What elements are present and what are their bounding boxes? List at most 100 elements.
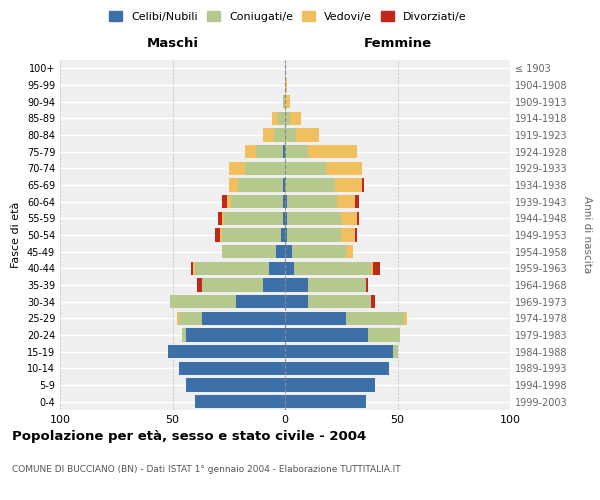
Bar [287, 228, 341, 241]
Bar [222, 195, 227, 208]
Bar [285, 128, 296, 141]
Bar [285, 212, 287, 225]
Bar [283, 212, 285, 225]
Bar [393, 345, 398, 358]
Bar [220, 228, 222, 241]
Bar [283, 178, 285, 192]
Bar [308, 278, 366, 291]
Bar [285, 378, 375, 392]
Bar [285, 362, 389, 375]
Bar [229, 162, 245, 175]
Bar [227, 195, 231, 208]
Bar [229, 178, 238, 192]
Y-axis label: Anni di nascita: Anni di nascita [581, 196, 592, 274]
Bar [285, 295, 308, 308]
Bar [341, 228, 355, 241]
Bar [337, 195, 355, 208]
Bar [285, 195, 287, 208]
Bar [371, 295, 375, 308]
Bar [218, 212, 222, 225]
Bar [170, 295, 235, 308]
Bar [283, 145, 285, 158]
Text: Maschi: Maschi [146, 37, 199, 50]
Bar [283, 195, 285, 208]
Bar [186, 328, 285, 342]
Bar [285, 178, 335, 192]
Bar [308, 295, 371, 308]
Bar [285, 78, 287, 92]
Bar [373, 262, 380, 275]
Bar [285, 328, 368, 342]
Bar [197, 278, 202, 291]
Bar [186, 378, 285, 392]
Bar [222, 245, 276, 258]
Bar [177, 312, 179, 325]
Bar [346, 312, 404, 325]
Bar [285, 278, 308, 291]
Bar [168, 345, 285, 358]
Bar [285, 345, 393, 358]
Bar [271, 112, 278, 125]
Bar [355, 228, 357, 241]
Bar [274, 128, 285, 141]
Y-axis label: Fasce di età: Fasce di età [11, 202, 21, 268]
Bar [263, 278, 285, 291]
Bar [287, 195, 337, 208]
Bar [361, 178, 364, 192]
Text: COMUNE DI BUCCIANO (BN) - Dati ISTAT 1° gennaio 2004 - Elaborazione TUTTITALIA.I: COMUNE DI BUCCIANO (BN) - Dati ISTAT 1° … [12, 465, 401, 474]
Bar [179, 362, 285, 375]
Bar [202, 312, 285, 325]
Bar [245, 145, 256, 158]
Bar [193, 262, 195, 275]
Bar [256, 145, 283, 158]
Text: Femmine: Femmine [364, 37, 431, 50]
Bar [224, 212, 283, 225]
Bar [195, 395, 285, 408]
Text: Popolazione per età, sesso e stato civile - 2004: Popolazione per età, sesso e stato civil… [12, 430, 366, 443]
Bar [341, 212, 357, 225]
Bar [238, 178, 283, 192]
Bar [357, 212, 359, 225]
Bar [355, 195, 359, 208]
Bar [290, 112, 301, 125]
Bar [371, 262, 373, 275]
Legend: Celibi/Nubili, Coniugati/e, Vedovi/e, Divorziati/e: Celibi/Nubili, Coniugati/e, Vedovi/e, Di… [106, 8, 470, 25]
Bar [222, 212, 224, 225]
Bar [276, 245, 285, 258]
Bar [245, 162, 285, 175]
Bar [231, 195, 283, 208]
Bar [325, 162, 361, 175]
Bar [335, 178, 361, 192]
Bar [294, 262, 371, 275]
Bar [179, 312, 202, 325]
Bar [346, 245, 353, 258]
Bar [285, 112, 290, 125]
Bar [285, 162, 325, 175]
Bar [404, 312, 407, 325]
Bar [366, 278, 368, 291]
Bar [285, 262, 294, 275]
Bar [191, 262, 193, 275]
Bar [285, 145, 308, 158]
Bar [287, 212, 341, 225]
Bar [278, 112, 285, 125]
Bar [285, 245, 292, 258]
Bar [182, 328, 186, 342]
Bar [269, 262, 285, 275]
Bar [292, 245, 346, 258]
Bar [235, 295, 285, 308]
Bar [215, 228, 220, 241]
Bar [263, 128, 274, 141]
Bar [368, 328, 400, 342]
Bar [296, 128, 319, 141]
Bar [195, 262, 269, 275]
Bar [285, 95, 290, 108]
Bar [283, 95, 285, 108]
Bar [285, 312, 346, 325]
Bar [281, 228, 285, 241]
Bar [285, 395, 366, 408]
Bar [285, 228, 287, 241]
Bar [222, 228, 281, 241]
Bar [202, 278, 263, 291]
Bar [308, 145, 357, 158]
